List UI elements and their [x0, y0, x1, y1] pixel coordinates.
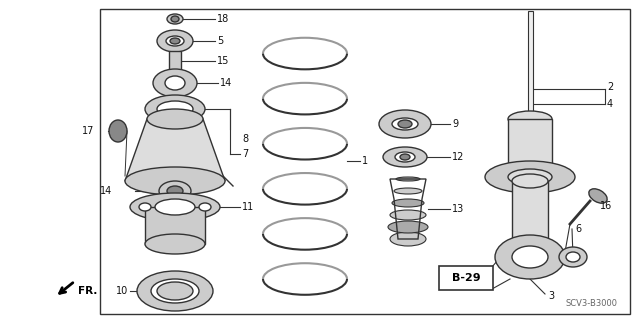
Text: 11: 11 — [242, 202, 254, 212]
Ellipse shape — [508, 111, 552, 127]
Text: 17: 17 — [82, 126, 94, 136]
Ellipse shape — [165, 76, 185, 90]
Ellipse shape — [137, 271, 213, 311]
Ellipse shape — [383, 147, 427, 167]
Ellipse shape — [396, 177, 420, 181]
Polygon shape — [145, 207, 205, 244]
Text: 18: 18 — [217, 14, 229, 24]
Ellipse shape — [512, 246, 548, 268]
Bar — [100, 9, 630, 314]
Ellipse shape — [589, 189, 607, 203]
Ellipse shape — [395, 152, 415, 162]
Text: B-29: B-29 — [452, 273, 480, 283]
Text: 15: 15 — [217, 56, 229, 66]
Text: SCV3-B3000: SCV3-B3000 — [565, 300, 617, 308]
Ellipse shape — [559, 247, 587, 267]
Text: 12: 12 — [452, 152, 465, 162]
Text: 14: 14 — [100, 186, 112, 196]
Ellipse shape — [125, 167, 225, 195]
Ellipse shape — [199, 203, 211, 211]
Text: 8: 8 — [242, 134, 248, 144]
Text: 4: 4 — [607, 99, 613, 109]
Text: 5: 5 — [217, 36, 223, 46]
Ellipse shape — [109, 120, 127, 142]
Ellipse shape — [145, 95, 205, 123]
Text: 10: 10 — [116, 286, 128, 296]
Ellipse shape — [390, 210, 426, 220]
Text: 1: 1 — [362, 156, 368, 166]
Text: 14: 14 — [220, 78, 232, 88]
Ellipse shape — [512, 174, 548, 188]
Ellipse shape — [167, 186, 183, 196]
Ellipse shape — [157, 101, 193, 117]
Ellipse shape — [379, 110, 431, 138]
Polygon shape — [508, 119, 552, 174]
Ellipse shape — [170, 38, 180, 44]
FancyBboxPatch shape — [439, 266, 493, 290]
Ellipse shape — [145, 234, 205, 254]
Ellipse shape — [394, 188, 422, 194]
Bar — [169, 51, 181, 71]
Ellipse shape — [508, 169, 552, 185]
Text: 6: 6 — [575, 224, 581, 234]
Polygon shape — [125, 119, 225, 181]
Ellipse shape — [390, 232, 426, 246]
Text: 9: 9 — [452, 119, 458, 129]
Polygon shape — [512, 181, 548, 254]
Text: FR.: FR. — [78, 286, 97, 296]
Text: 16: 16 — [600, 201, 612, 211]
Ellipse shape — [147, 109, 203, 129]
Ellipse shape — [485, 161, 575, 193]
Text: 13: 13 — [452, 204, 464, 214]
Ellipse shape — [159, 181, 191, 201]
Ellipse shape — [495, 235, 565, 279]
Text: 2: 2 — [607, 82, 613, 92]
Text: 7: 7 — [242, 149, 248, 159]
Ellipse shape — [139, 203, 151, 211]
Text: 3: 3 — [548, 291, 554, 301]
Ellipse shape — [130, 193, 220, 221]
Ellipse shape — [155, 199, 195, 215]
Bar — [528, 11, 533, 119]
Ellipse shape — [157, 282, 193, 300]
Ellipse shape — [398, 120, 412, 128]
Ellipse shape — [508, 166, 552, 182]
Ellipse shape — [400, 154, 410, 160]
Ellipse shape — [153, 69, 197, 97]
Ellipse shape — [151, 279, 199, 303]
Ellipse shape — [388, 221, 428, 233]
Ellipse shape — [392, 199, 424, 207]
Ellipse shape — [392, 118, 418, 130]
Ellipse shape — [171, 16, 179, 22]
Ellipse shape — [166, 36, 184, 46]
Ellipse shape — [157, 30, 193, 52]
Ellipse shape — [566, 252, 580, 262]
Ellipse shape — [167, 14, 183, 24]
